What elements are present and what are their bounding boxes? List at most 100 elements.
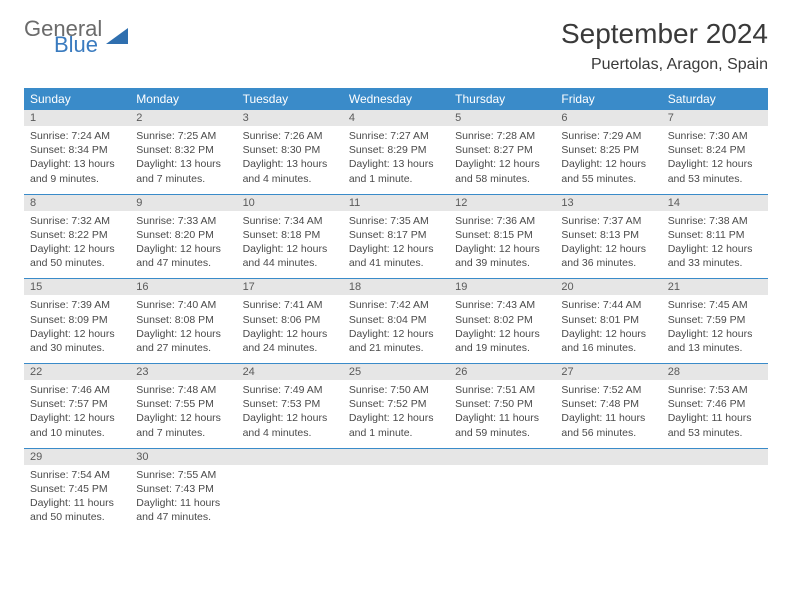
day-number: 15	[24, 279, 130, 295]
day-number: 11	[343, 195, 449, 211]
day-content: Sunrise: 7:34 AMSunset: 8:18 PMDaylight:…	[237, 211, 343, 279]
day-number: 23	[130, 364, 236, 380]
logo: General Blue	[24, 18, 132, 56]
day-content: Sunrise: 7:50 AMSunset: 7:52 PMDaylight:…	[343, 380, 449, 448]
day-header: Saturday	[662, 88, 768, 110]
calendar: SundayMondayTuesdayWednesdayThursdayFrid…	[24, 88, 768, 532]
day-content: Sunrise: 7:24 AMSunset: 8:34 PMDaylight:…	[24, 126, 130, 194]
day-cell: 26Sunrise: 7:51 AMSunset: 7:50 PMDayligh…	[449, 364, 555, 448]
day-content: Sunrise: 7:30 AMSunset: 8:24 PMDaylight:…	[662, 126, 768, 194]
day-number: 26	[449, 364, 555, 380]
day-number: 8	[24, 195, 130, 211]
day-content: Sunrise: 7:54 AMSunset: 7:45 PMDaylight:…	[24, 465, 130, 533]
day-cell: 17Sunrise: 7:41 AMSunset: 8:06 PMDayligh…	[237, 279, 343, 363]
day-number: 28	[662, 364, 768, 380]
day-number: 30	[130, 449, 236, 465]
day-number: 12	[449, 195, 555, 211]
day-number: 16	[130, 279, 236, 295]
day-number: 21	[662, 279, 768, 295]
day-number-empty	[237, 449, 343, 465]
day-cell	[237, 449, 343, 533]
day-cell: 11Sunrise: 7:35 AMSunset: 8:17 PMDayligh…	[343, 195, 449, 279]
day-number: 29	[24, 449, 130, 465]
day-content-empty	[662, 465, 768, 529]
day-cell: 13Sunrise: 7:37 AMSunset: 8:13 PMDayligh…	[555, 195, 661, 279]
day-content: Sunrise: 7:40 AMSunset: 8:08 PMDaylight:…	[130, 295, 236, 363]
day-content: Sunrise: 7:44 AMSunset: 8:01 PMDaylight:…	[555, 295, 661, 363]
day-cell: 9Sunrise: 7:33 AMSunset: 8:20 PMDaylight…	[130, 195, 236, 279]
day-content: Sunrise: 7:42 AMSunset: 8:04 PMDaylight:…	[343, 295, 449, 363]
day-content: Sunrise: 7:49 AMSunset: 7:53 PMDaylight:…	[237, 380, 343, 448]
day-content: Sunrise: 7:38 AMSunset: 8:11 PMDaylight:…	[662, 211, 768, 279]
day-number: 20	[555, 279, 661, 295]
day-number: 7	[662, 110, 768, 126]
day-cell: 12Sunrise: 7:36 AMSunset: 8:15 PMDayligh…	[449, 195, 555, 279]
day-number-empty	[555, 449, 661, 465]
day-number: 14	[662, 195, 768, 211]
day-cell: 14Sunrise: 7:38 AMSunset: 8:11 PMDayligh…	[662, 195, 768, 279]
day-cell: 21Sunrise: 7:45 AMSunset: 7:59 PMDayligh…	[662, 279, 768, 363]
day-content: Sunrise: 7:37 AMSunset: 8:13 PMDaylight:…	[555, 211, 661, 279]
month-title: September 2024	[561, 18, 768, 50]
day-header: Friday	[555, 88, 661, 110]
day-cell	[662, 449, 768, 533]
day-cell: 22Sunrise: 7:46 AMSunset: 7:57 PMDayligh…	[24, 364, 130, 448]
day-number-empty	[449, 449, 555, 465]
day-cell: 19Sunrise: 7:43 AMSunset: 8:02 PMDayligh…	[449, 279, 555, 363]
week-row: 15Sunrise: 7:39 AMSunset: 8:09 PMDayligh…	[24, 278, 768, 363]
day-number-empty	[343, 449, 449, 465]
week-row: 29Sunrise: 7:54 AMSunset: 7:45 PMDayligh…	[24, 448, 768, 533]
title-block: September 2024 Puertolas, Aragon, Spain	[561, 18, 768, 74]
day-content-empty	[555, 465, 661, 529]
day-cell: 3Sunrise: 7:26 AMSunset: 8:30 PMDaylight…	[237, 110, 343, 194]
day-content-empty	[237, 465, 343, 529]
location: Puertolas, Aragon, Spain	[561, 56, 768, 74]
day-number: 22	[24, 364, 130, 380]
day-cell: 5Sunrise: 7:28 AMSunset: 8:27 PMDaylight…	[449, 110, 555, 194]
day-cell: 1Sunrise: 7:24 AMSunset: 8:34 PMDaylight…	[24, 110, 130, 194]
day-number: 27	[555, 364, 661, 380]
day-content: Sunrise: 7:26 AMSunset: 8:30 PMDaylight:…	[237, 126, 343, 194]
day-number: 18	[343, 279, 449, 295]
day-content: Sunrise: 7:43 AMSunset: 8:02 PMDaylight:…	[449, 295, 555, 363]
day-cell: 29Sunrise: 7:54 AMSunset: 7:45 PMDayligh…	[24, 449, 130, 533]
day-number: 4	[343, 110, 449, 126]
day-header: Sunday	[24, 88, 130, 110]
day-number: 25	[343, 364, 449, 380]
day-number: 6	[555, 110, 661, 126]
day-content: Sunrise: 7:33 AMSunset: 8:20 PMDaylight:…	[130, 211, 236, 279]
day-header: Tuesday	[237, 88, 343, 110]
day-cell: 8Sunrise: 7:32 AMSunset: 8:22 PMDaylight…	[24, 195, 130, 279]
day-cell: 16Sunrise: 7:40 AMSunset: 8:08 PMDayligh…	[130, 279, 236, 363]
day-number: 1	[24, 110, 130, 126]
day-number: 10	[237, 195, 343, 211]
day-content: Sunrise: 7:36 AMSunset: 8:15 PMDaylight:…	[449, 211, 555, 279]
day-cell: 7Sunrise: 7:30 AMSunset: 8:24 PMDaylight…	[662, 110, 768, 194]
day-cell	[343, 449, 449, 533]
week-row: 8Sunrise: 7:32 AMSunset: 8:22 PMDaylight…	[24, 194, 768, 279]
day-number: 19	[449, 279, 555, 295]
day-content: Sunrise: 7:35 AMSunset: 8:17 PMDaylight:…	[343, 211, 449, 279]
day-header: Thursday	[449, 88, 555, 110]
day-number: 9	[130, 195, 236, 211]
day-cell: 27Sunrise: 7:52 AMSunset: 7:48 PMDayligh…	[555, 364, 661, 448]
day-cell: 24Sunrise: 7:49 AMSunset: 7:53 PMDayligh…	[237, 364, 343, 448]
day-content: Sunrise: 7:25 AMSunset: 8:32 PMDaylight:…	[130, 126, 236, 194]
day-content: Sunrise: 7:39 AMSunset: 8:09 PMDaylight:…	[24, 295, 130, 363]
day-headers-row: SundayMondayTuesdayWednesdayThursdayFrid…	[24, 88, 768, 110]
week-row: 22Sunrise: 7:46 AMSunset: 7:57 PMDayligh…	[24, 363, 768, 448]
day-cell: 20Sunrise: 7:44 AMSunset: 8:01 PMDayligh…	[555, 279, 661, 363]
day-cell: 10Sunrise: 7:34 AMSunset: 8:18 PMDayligh…	[237, 195, 343, 279]
day-cell	[555, 449, 661, 533]
day-number: 5	[449, 110, 555, 126]
day-cell: 30Sunrise: 7:55 AMSunset: 7:43 PMDayligh…	[130, 449, 236, 533]
day-content: Sunrise: 7:28 AMSunset: 8:27 PMDaylight:…	[449, 126, 555, 194]
day-cell: 2Sunrise: 7:25 AMSunset: 8:32 PMDaylight…	[130, 110, 236, 194]
header: General Blue September 2024 Puertolas, A…	[24, 18, 768, 74]
day-number: 3	[237, 110, 343, 126]
day-content: Sunrise: 7:45 AMSunset: 7:59 PMDaylight:…	[662, 295, 768, 363]
day-number: 13	[555, 195, 661, 211]
day-content-empty	[449, 465, 555, 529]
day-cell: 15Sunrise: 7:39 AMSunset: 8:09 PMDayligh…	[24, 279, 130, 363]
day-content: Sunrise: 7:46 AMSunset: 7:57 PMDaylight:…	[24, 380, 130, 448]
